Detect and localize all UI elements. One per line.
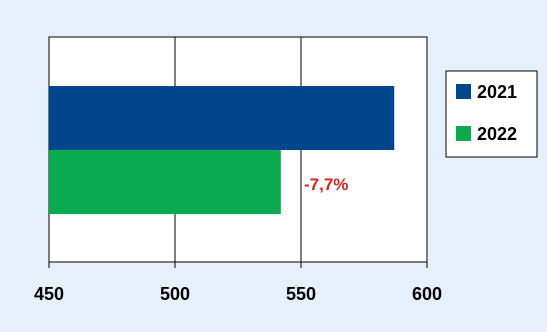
bar-2021 <box>49 86 395 150</box>
change-annotation: -7,7% <box>304 175 348 194</box>
x-tick-label: 450 <box>34 284 64 304</box>
legend-label-2022: 2022 <box>477 124 517 144</box>
bar-2022 <box>49 150 281 214</box>
legend: 2021 2022 <box>445 70 538 158</box>
x-tick-label: 600 <box>412 284 442 304</box>
legend-swatch-2021 <box>456 84 471 99</box>
legend-swatch-2022 <box>456 126 471 141</box>
x-axis-ticks: 450 500 550 600 <box>34 262 442 304</box>
bars <box>49 86 395 214</box>
legend-label-2021: 2021 <box>477 82 517 102</box>
x-tick-label: 550 <box>286 284 316 304</box>
x-tick-label: 500 <box>160 284 190 304</box>
